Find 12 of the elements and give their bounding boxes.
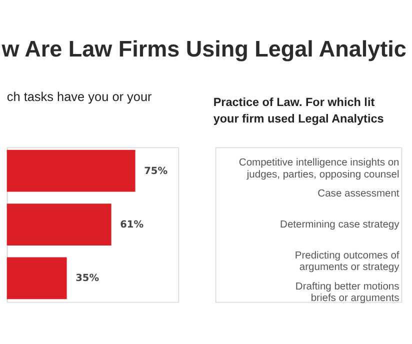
text: Practice of Law. For which lit [213, 96, 375, 110]
text: Determining case strategy [280, 219, 400, 230]
text: Case assessment [318, 188, 400, 200]
text: Competitive intelligence insights on judges, parties, opposing counsel [238, 158, 400, 180]
chart-title: w Are Law Firms Using Legal Analytic [0, 36, 406, 62]
text: Drafting better motions briefs or arguments [295, 281, 400, 304]
data-label: 35% [76, 273, 100, 284]
data-label: 75% [144, 166, 168, 177]
chart-subtitle: ch tasks have you or your [6, 89, 153, 104]
text: Predicting outcomes of arguments or strategy [294, 250, 400, 274]
text: your firm used Legal Analytics [213, 112, 384, 126]
data-label: 61% [120, 219, 144, 230]
